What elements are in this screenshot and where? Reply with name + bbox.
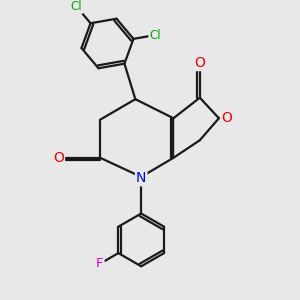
Text: O: O [194,56,205,70]
Text: O: O [222,111,232,125]
Text: Cl: Cl [149,28,161,42]
Text: Cl: Cl [70,0,82,13]
Text: F: F [96,257,103,270]
Text: O: O [53,151,64,165]
Text: N: N [136,171,146,185]
